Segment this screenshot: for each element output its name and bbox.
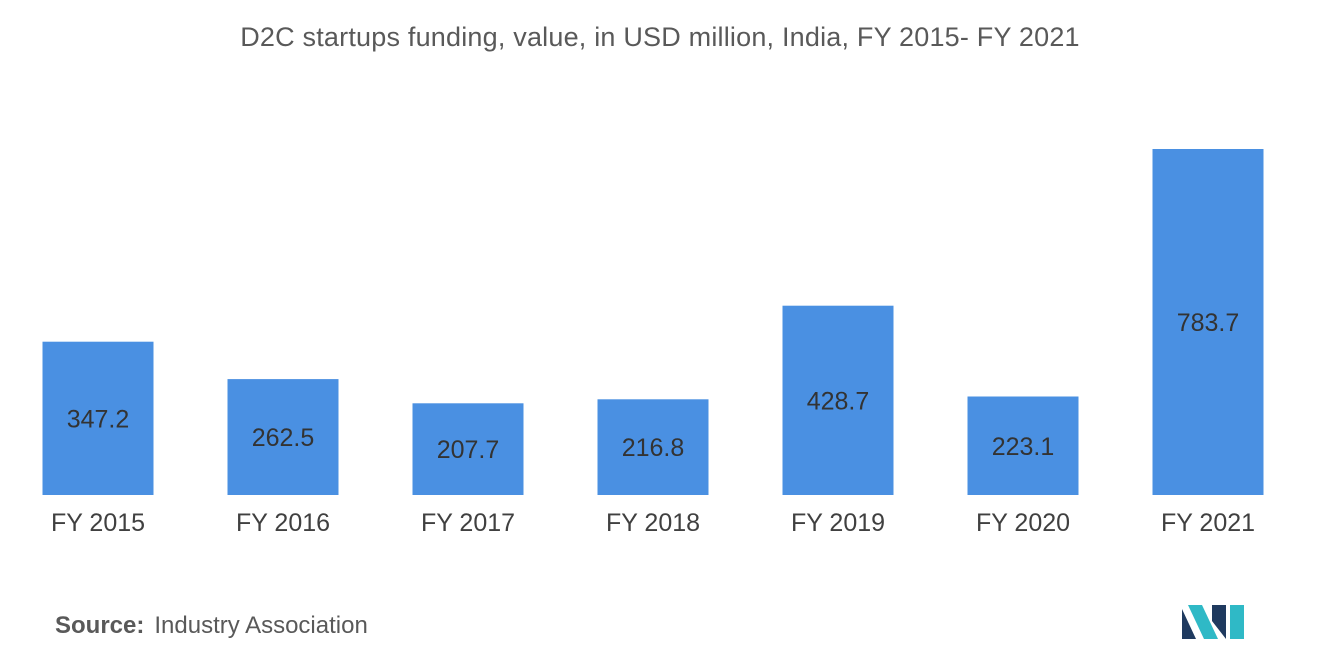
data-label: 262.5 — [252, 424, 315, 452]
x-axis-tick-labels: FY 2015 FY 2016 FY 2017 FY 2018 FY 2019 FY 20… — [51, 509, 1255, 537]
data-label: 347.2 — [67, 405, 130, 433]
x-tick-label: FY 2018 — [606, 509, 700, 537]
bar-fy-2020 — [967, 396, 1079, 495]
data-label: 223.1 — [992, 433, 1055, 461]
source-key: Source: — [55, 612, 145, 639]
x-tick-label: FY 2021 — [1161, 509, 1255, 537]
bar-fy-2021 — [1152, 149, 1264, 495]
x-tick-label: FY 2020 — [976, 509, 1070, 537]
bar-fy-2015 — [42, 341, 154, 495]
data-label: 783.7 — [1177, 309, 1240, 337]
source-value: Industry Association — [154, 612, 368, 639]
x-tick-label: FY 2017 — [421, 509, 515, 537]
data-label: 428.7 — [807, 387, 870, 415]
bars-layer — [42, 149, 1264, 495]
bar-fy-2018 — [597, 399, 709, 495]
x-tick-label: FY 2019 — [791, 509, 885, 537]
bar-fy-2017 — [412, 403, 524, 495]
bar-fy-2019 — [782, 305, 894, 495]
x-tick-label: FY 2015 — [51, 509, 145, 537]
mordor-intelligence-logo-icon — [1182, 605, 1244, 639]
data-label: 207.7 — [437, 436, 500, 464]
source-note: Source: Industry Association — [55, 612, 368, 640]
data-labels-layer: 347.2 262.5 207.7 216.8 428.7 223.1 783.7 — [67, 309, 1240, 464]
x-tick-label: FY 2016 — [236, 509, 330, 537]
data-label: 216.8 — [622, 434, 685, 462]
chart-title: D2C startups funding, value, in USD mill… — [240, 22, 1080, 52]
bar-fy-2016 — [227, 379, 339, 495]
